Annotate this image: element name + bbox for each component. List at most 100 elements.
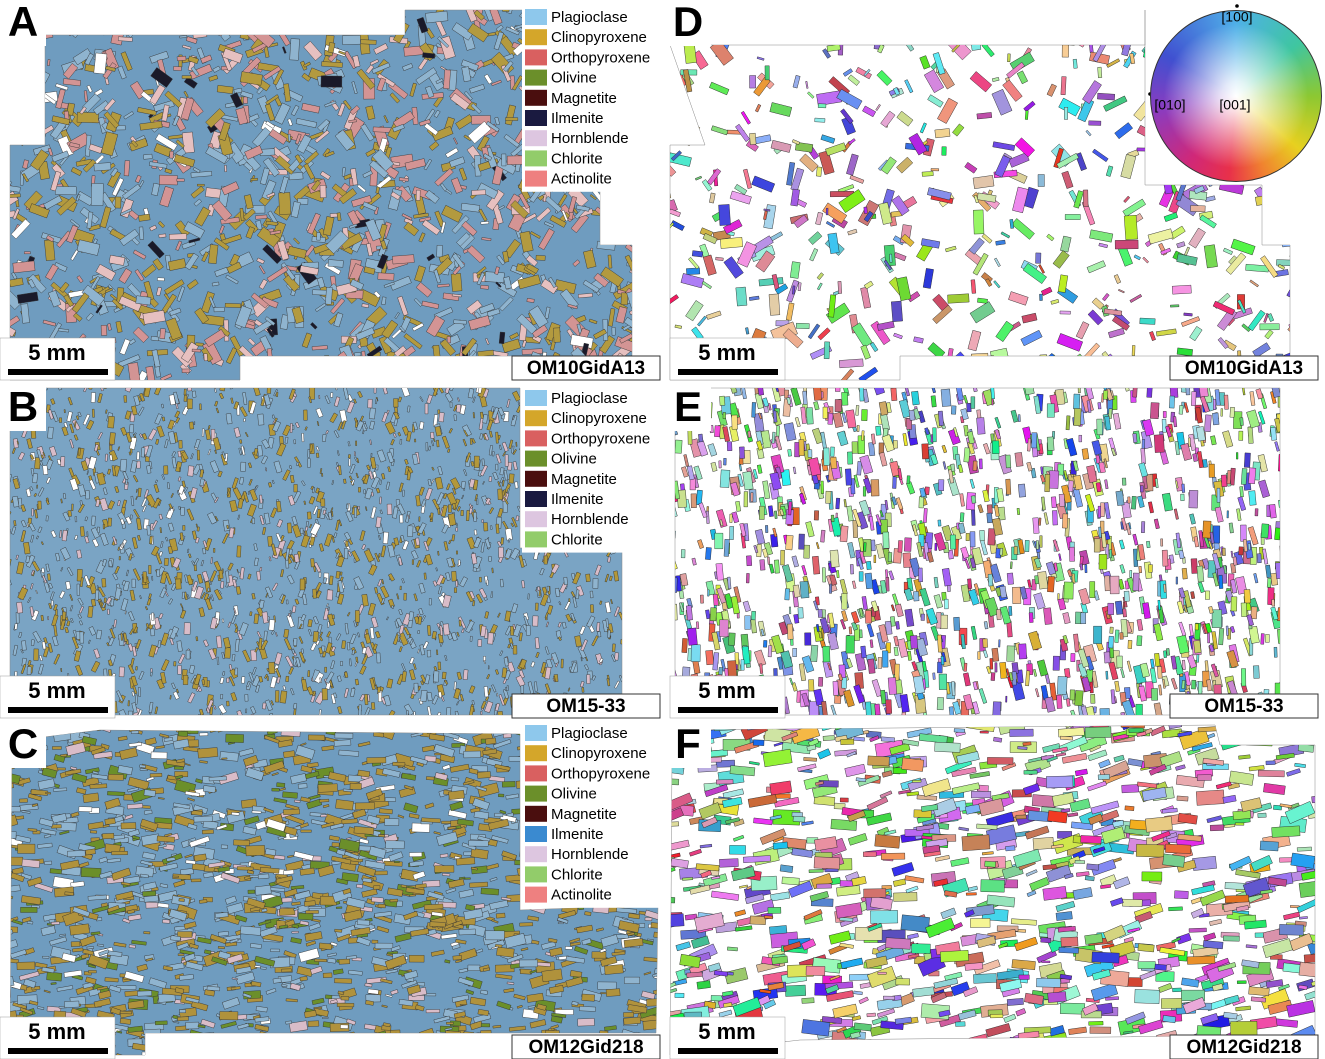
grain	[629, 682, 634, 694]
grain	[317, 233, 321, 241]
grain	[177, 56, 186, 61]
grain	[23, 46, 40, 61]
grain	[7, 857, 23, 865]
grain	[77, 584, 80, 595]
grain	[498, 370, 513, 385]
grain	[315, 369, 333, 376]
grain	[354, 507, 356, 517]
grain	[139, 227, 144, 240]
grain	[198, 714, 201, 720]
grain	[124, 396, 127, 403]
grain	[366, 629, 368, 634]
grain	[144, 1029, 161, 1039]
grain	[1, 1012, 7, 1015]
grain	[64, 409, 66, 412]
grain	[579, 1006, 595, 1011]
grain	[624, 682, 632, 694]
grain	[267, 617, 269, 621]
grain	[483, 523, 487, 532]
grain	[292, 931, 299, 933]
grain	[182, 369, 189, 373]
grain	[11, 91, 23, 109]
grain	[355, 441, 356, 446]
grain	[608, 630, 611, 638]
grain	[400, 515, 403, 523]
grain	[0, 597, 1, 601]
grain	[17, 602, 23, 613]
grain	[374, 0, 391, 10]
grain	[38, 501, 42, 509]
grain	[553, 328, 560, 343]
grain	[267, 676, 269, 680]
grain	[301, 830, 312, 832]
grain	[658, 260, 660, 270]
grain	[468, 965, 480, 971]
grain	[426, 777, 434, 781]
legend-label: Olivine	[551, 451, 597, 468]
grain	[455, 1042, 470, 1049]
grain	[52, 746, 61, 749]
grain	[368, 399, 373, 408]
panel-label: B	[8, 383, 38, 430]
grain	[108, 416, 115, 428]
grain	[470, 438, 472, 444]
grain	[220, 1037, 229, 1042]
grain	[107, 609, 109, 614]
grain	[416, 190, 420, 200]
grain	[42, 568, 45, 573]
grain	[115, 724, 122, 728]
grain	[366, 374, 374, 378]
grain	[246, 845, 265, 856]
grain	[0, 531, 9, 543]
grain	[622, 586, 624, 589]
grain	[409, 634, 411, 637]
grain	[191, 879, 201, 882]
grain	[535, 603, 538, 610]
grain	[623, 606, 627, 612]
grain	[489, 556, 492, 561]
grain	[440, 854, 448, 858]
grain	[501, 357, 509, 365]
grain	[322, 689, 328, 700]
grain	[483, 656, 485, 660]
grain	[197, 450, 200, 460]
grain	[635, 629, 641, 639]
grain	[14, 77, 24, 98]
grain	[489, 477, 492, 482]
grain	[1, 482, 5, 487]
grain	[1, 872, 12, 877]
grain	[330, 12, 349, 27]
grain	[376, 653, 380, 663]
grain	[394, 861, 399, 863]
grain	[536, 255, 545, 260]
grain	[2, 482, 3, 487]
grain	[412, 823, 430, 832]
grain	[2, 440, 6, 450]
grain	[321, 473, 323, 476]
grain	[459, 620, 461, 626]
grain	[8, 54, 27, 66]
grain	[228, 1038, 248, 1053]
grain	[237, 867, 253, 871]
legend-label: Plagioclase	[551, 390, 628, 407]
grain	[178, 665, 182, 674]
grain	[48, 427, 54, 438]
grain	[144, 895, 159, 902]
grain	[608, 213, 616, 217]
grain	[189, 422, 193, 429]
grain	[452, 571, 457, 581]
grain	[378, 687, 381, 692]
grain	[225, 303, 241, 307]
grain	[182, 592, 185, 598]
grain	[543, 195, 546, 202]
grain	[404, 593, 407, 600]
grain	[448, 725, 453, 728]
grain	[612, 644, 615, 652]
grain	[656, 319, 664, 327]
grain	[75, 516, 77, 521]
grain	[638, 248, 646, 257]
grain	[310, 13, 330, 26]
grain	[178, 954, 184, 956]
legend-label: Ilmenite	[551, 491, 604, 508]
grain	[325, 287, 332, 304]
